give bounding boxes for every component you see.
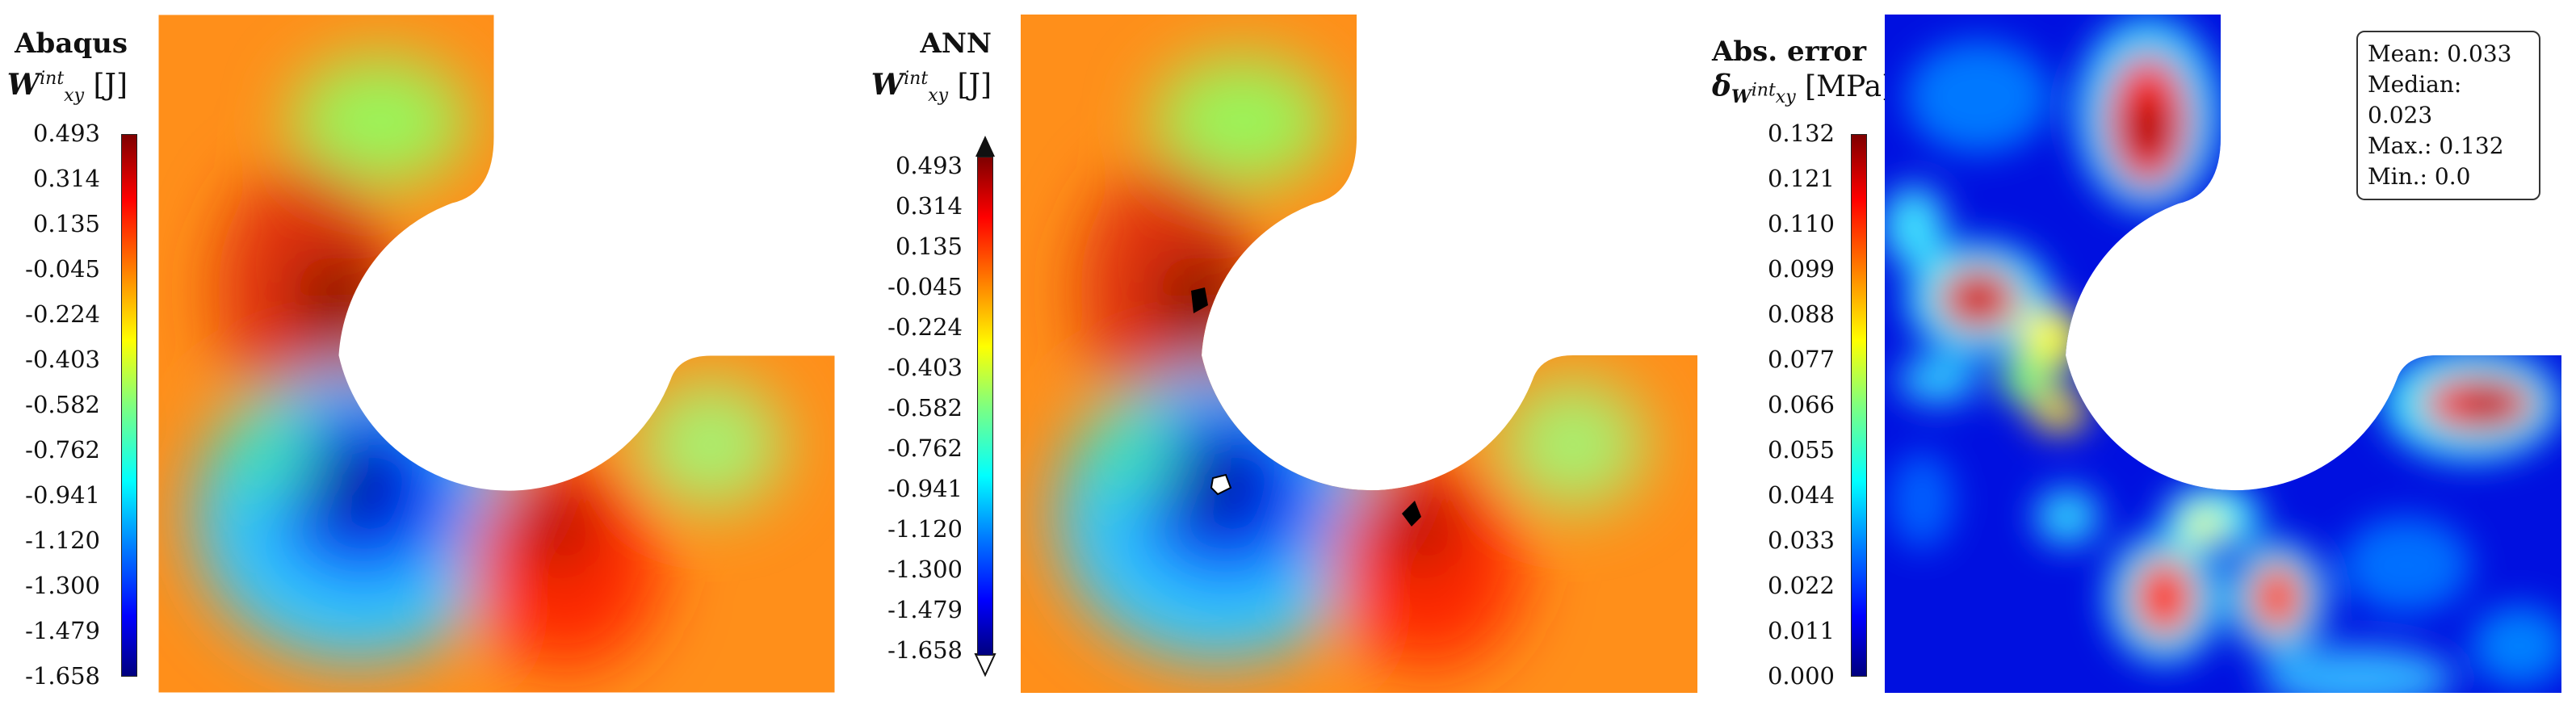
overshoot-region — [1191, 287, 1208, 313]
panel-abaqus: Abaqus Wintxy [J] 0.493 0.314 0.135 -0.0… — [0, 0, 856, 709]
tick-label: -1.300 — [25, 572, 100, 599]
field-plot — [158, 15, 835, 693]
colorbar — [1851, 134, 1867, 677]
tick-label: 0.132 — [1767, 120, 1835, 147]
tick-label: 0.121 — [1767, 165, 1835, 192]
colorbar-max-arrow — [975, 136, 995, 157]
panel-ann: ANN Wintxy [J] 0.493 0.314 0.135 -0.045 … — [856, 0, 1712, 709]
tick-label: 0.088 — [1767, 300, 1835, 328]
contour-plot — [157, 14, 836, 694]
tick-label: 0.033 — [1767, 527, 1835, 554]
tick-label: 0.044 — [1767, 481, 1835, 509]
quantity-label: Wintxy [J] — [871, 68, 992, 107]
tick-label: 0.493 — [32, 120, 100, 147]
tick-label: 0.110 — [1767, 210, 1835, 237]
tick-label: -0.582 — [25, 391, 100, 418]
tick-label: -1.120 — [25, 527, 100, 554]
tick-label: -0.403 — [25, 346, 100, 373]
tick-label: 0.493 — [895, 152, 963, 179]
tick-label: 0.135 — [895, 233, 963, 260]
tick-label: 0.000 — [1767, 662, 1835, 690]
panel-title: Abs. error — [1712, 36, 1867, 68]
tick-label: -0.941 — [25, 481, 100, 509]
quantity-label: Wintxy [J] — [6, 68, 128, 107]
stat-min: Min.: 0.0 — [2368, 163, 2471, 190]
tick-label: -0.941 — [887, 475, 963, 502]
tick-label: -1.479 — [887, 596, 963, 623]
tick-label: 0.135 — [32, 210, 100, 237]
stat-median: Median: 0.023 — [2368, 71, 2462, 128]
panel-title: Abaqus — [15, 27, 128, 60]
tick-label: 0.099 — [1767, 255, 1835, 283]
tick-label: 0.314 — [895, 192, 963, 220]
tick-label: 0.314 — [32, 165, 100, 192]
tick-label: -0.403 — [887, 354, 963, 381]
tick-label: 0.077 — [1767, 346, 1835, 373]
quantity-label: δWintxy [MPa] — [1712, 69, 1894, 108]
tick-label: -1.658 — [25, 662, 100, 690]
stat-mean: Mean: 0.033 — [2368, 40, 2512, 67]
tick-label: -1.658 — [887, 636, 963, 664]
tick-label: -0.582 — [887, 394, 963, 422]
panel-title: ANN — [920, 27, 992, 60]
contour-plot — [1885, 15, 2561, 693]
stat-max: Max.: 0.132 — [2368, 132, 2504, 159]
tick-label: 0.055 — [1767, 436, 1835, 464]
tick-label: -0.762 — [887, 434, 963, 462]
tick-label: 0.011 — [1767, 617, 1835, 644]
tick-label: -0.224 — [25, 300, 100, 328]
tick-label: -0.762 — [25, 436, 100, 464]
tick-label: 0.066 — [1767, 391, 1835, 418]
contour-plot — [1021, 15, 1697, 693]
panel-error: Abs. error δWintxy [MPa] 0.132 0.121 0.1… — [1712, 0, 2576, 709]
tick-label: -1.120 — [887, 515, 963, 543]
tick-label: 0.022 — [1767, 572, 1835, 599]
tick-label: -1.300 — [887, 556, 963, 583]
field-plot — [1021, 15, 1697, 693]
tick-label: -0.045 — [25, 255, 100, 283]
overshoot-region — [1402, 501, 1421, 527]
tick-label: -0.224 — [887, 313, 963, 341]
colorbar — [121, 134, 137, 677]
tick-label: -1.479 — [25, 617, 100, 644]
error-statistics-box: Mean: 0.033 Median: 0.023 Max.: 0.132 Mi… — [2356, 31, 2540, 200]
colorbar — [977, 157, 993, 656]
undershoot-region — [1210, 473, 1232, 496]
tick-label: -0.045 — [887, 273, 963, 300]
